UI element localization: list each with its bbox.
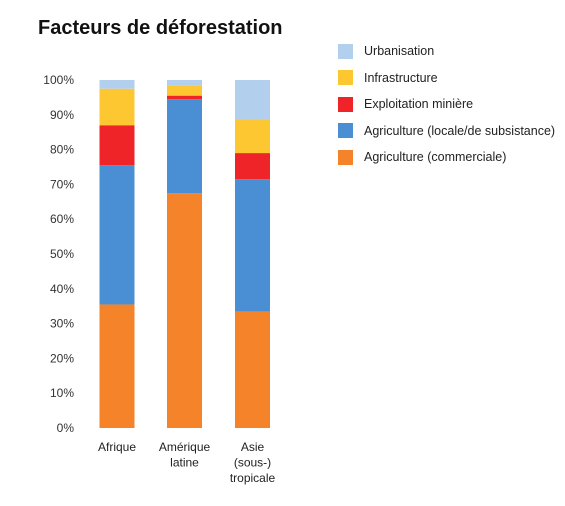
chart-title: Facteurs de déforestation xyxy=(38,17,283,39)
y-tick-label: 70% xyxy=(50,177,74,191)
bar-segment xyxy=(99,80,135,89)
y-tick-label: 0% xyxy=(57,421,75,435)
x-category-label: (sous-) xyxy=(234,456,271,470)
bar-segment xyxy=(99,165,135,305)
y-tick-label: 50% xyxy=(50,247,74,261)
legend-item: Infrastructure xyxy=(338,65,555,92)
x-category-label: Asie xyxy=(241,440,265,454)
legend-label: Urbanisation xyxy=(364,44,435,59)
bar-segment xyxy=(235,179,270,312)
legend-item: Agriculture (commerciale) xyxy=(338,144,555,171)
bar-stacks xyxy=(99,80,270,428)
y-tick-label: 30% xyxy=(50,317,74,331)
legend-label: Exploitation minière xyxy=(364,97,474,112)
legend-swatch xyxy=(338,96,353,112)
legend-label: Agriculture (commerciale) xyxy=(364,150,507,165)
legend-item: Agriculture (locale/de subsistance) xyxy=(338,118,555,145)
legend-swatch xyxy=(338,43,353,59)
bar-segment xyxy=(167,85,202,96)
x-category-label: Afrique xyxy=(98,440,136,454)
legend-swatch xyxy=(338,149,353,165)
legend-item: Urbanisation xyxy=(338,38,555,65)
bar-segment xyxy=(235,120,270,154)
y-tick-label: 40% xyxy=(50,282,74,296)
y-tick-label: 100% xyxy=(43,73,74,87)
bar-segment xyxy=(235,80,270,121)
bar-segment xyxy=(167,95,202,100)
y-axis-tick-labels: 0% 10% 20% 30% 40% 50% 60% 70% 80% 90% 100% xyxy=(43,73,74,435)
bar-segment xyxy=(235,153,270,180)
x-category-label: latine xyxy=(170,456,199,470)
y-tick-label: 60% xyxy=(50,212,74,226)
bar-segment xyxy=(99,125,135,166)
legend-swatch xyxy=(338,70,353,86)
bar-segment xyxy=(99,88,135,126)
legend-label: Infrastructure xyxy=(364,70,438,85)
y-tick-label: 20% xyxy=(50,351,74,365)
x-category-label: Amérique xyxy=(159,440,211,454)
y-tick-label: 80% xyxy=(50,143,74,157)
legend-item: Exploitation minière xyxy=(338,91,555,118)
bar-segment xyxy=(235,311,270,428)
bar-segment xyxy=(167,80,202,86)
legend-swatch xyxy=(338,123,353,139)
y-tick-label: 10% xyxy=(50,386,74,400)
bar-segment xyxy=(167,99,202,194)
legend-label: Agriculture (locale/de subsistance) xyxy=(364,123,556,138)
x-category-label: tropicale xyxy=(230,471,276,485)
bar-segment xyxy=(99,304,135,428)
x-axis-category-labels: Afrique Amérique latine Asie (sous-)tropical… xyxy=(98,440,276,485)
y-tick-label: 90% xyxy=(50,108,74,122)
bar-segment xyxy=(167,193,202,428)
legend: Urbanisation Infrastructure Exploitation m… xyxy=(338,38,555,171)
